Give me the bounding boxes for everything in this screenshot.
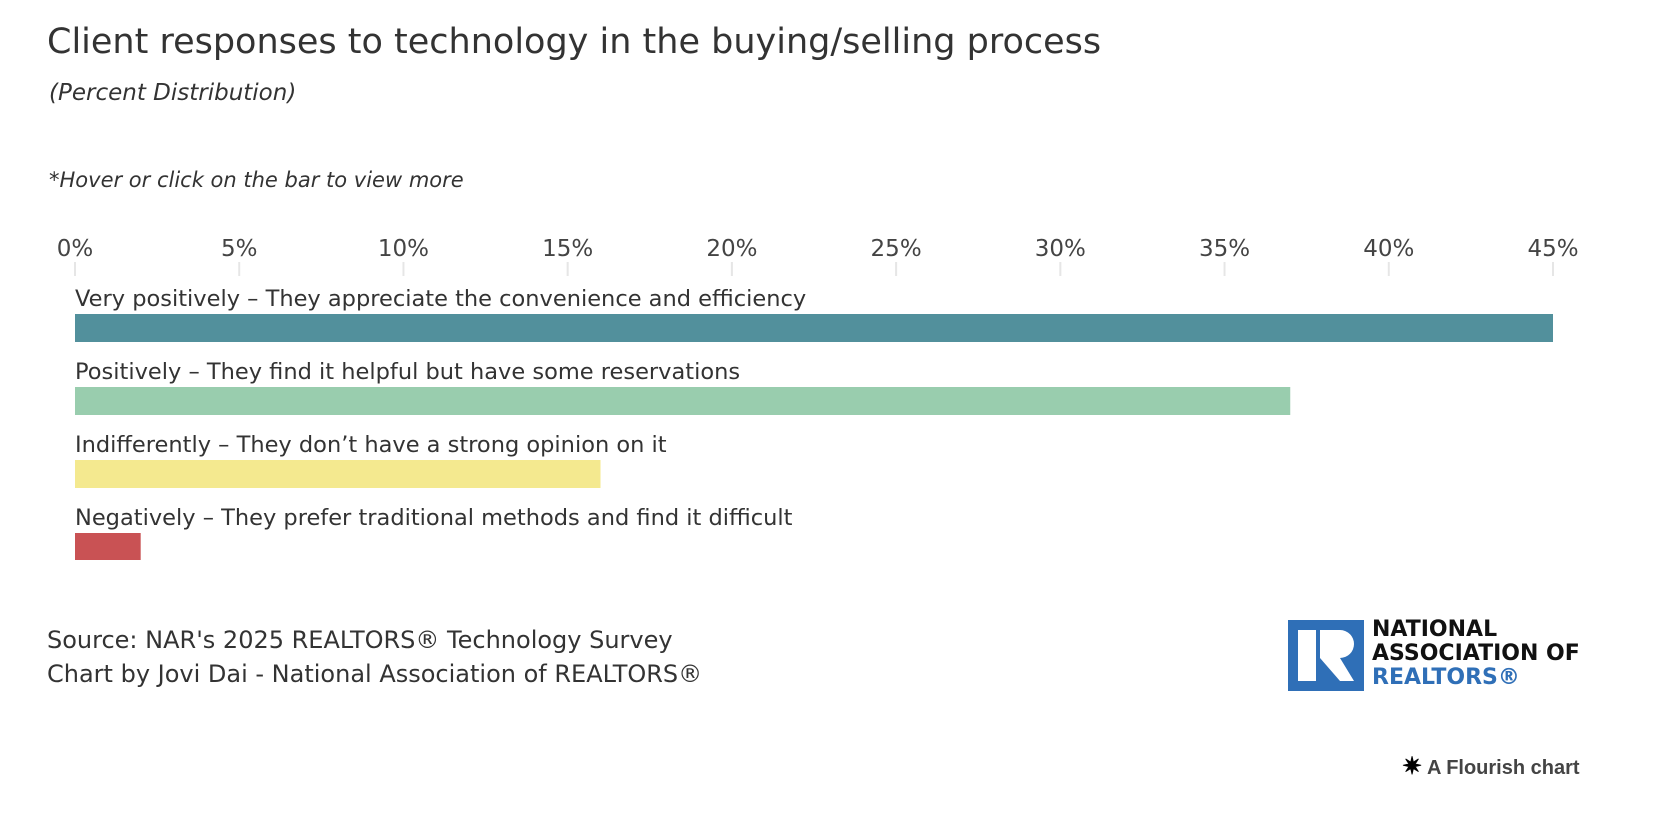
- bar-label: Very positively – They appreciate the co…: [75, 286, 806, 312]
- flourish-label: A Flourish chart: [1426, 757, 1580, 779]
- source-text: Source: NAR's 2025 REALTORS® Technology …: [47, 626, 673, 654]
- bar-label: Indifferently – They don’t have a strong…: [75, 432, 667, 458]
- nar-logo-icon: [1288, 620, 1364, 691]
- x-tick-label: 0%: [57, 236, 94, 262]
- flourish-link[interactable]: ✷ A Flourish chart: [1402, 752, 1580, 781]
- nar-logo-text: NATIONAL ASSOCIATION OF REALTORS®: [1372, 618, 1580, 690]
- x-tick-label: 20%: [706, 236, 757, 262]
- credit-text: Chart by Jovi Dai - National Association…: [47, 660, 703, 688]
- x-tick-label: 35%: [1199, 236, 1250, 262]
- bar[interactable]: [75, 460, 601, 488]
- logo-line: REALTORS®: [1372, 665, 1520, 690]
- x-tick-label: 25%: [871, 236, 922, 262]
- bar[interactable]: [75, 533, 141, 560]
- x-tick-label: 30%: [1035, 236, 1086, 262]
- hover-note: *Hover or click on the bar to view more: [49, 168, 464, 192]
- chart-title: Client responses to technology in the bu…: [47, 22, 1102, 62]
- bar-chart: 0% 5% 10% 15% 20% 25% 30% 35% 40% 45% Very positiv…: [57, 236, 1579, 560]
- flourish-asterisk-icon: ✷: [1402, 753, 1423, 780]
- x-tick-label: 15%: [542, 236, 593, 262]
- x-tick-label: 5%: [221, 236, 258, 262]
- logo-line: NATIONAL: [1372, 617, 1498, 642]
- bar-label: Negatively – They prefer traditional met…: [75, 505, 793, 531]
- logo-line: ASSOCIATION OF: [1372, 641, 1580, 666]
- x-tick-label: 40%: [1363, 236, 1414, 262]
- chart-subtitle: (Percent Distribution): [49, 80, 297, 106]
- x-tick-label: 10%: [378, 236, 429, 262]
- bar[interactable]: [75, 387, 1291, 415]
- x-tick-label: 45%: [1527, 236, 1578, 262]
- bar[interactable]: [75, 314, 1553, 342]
- bar-label: Positively – They find it helpful but ha…: [75, 359, 740, 385]
